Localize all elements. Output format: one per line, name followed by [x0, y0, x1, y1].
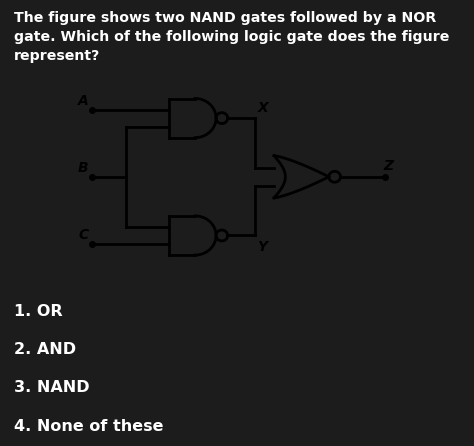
Text: 1. OR: 1. OR: [14, 304, 63, 319]
Text: C: C: [79, 228, 89, 243]
Text: 3. NAND: 3. NAND: [14, 380, 90, 395]
Text: B: B: [78, 161, 89, 175]
Text: 4. None of these: 4. None of these: [14, 418, 164, 434]
Text: Z: Z: [383, 159, 393, 173]
Text: A: A: [78, 94, 89, 108]
Text: The figure shows two NAND gates followed by a NOR
gate. Which of the following l: The figure shows two NAND gates followed…: [14, 11, 450, 63]
Text: 2. AND: 2. AND: [14, 342, 76, 357]
Text: Y: Y: [257, 240, 267, 254]
Text: X: X: [257, 101, 268, 115]
